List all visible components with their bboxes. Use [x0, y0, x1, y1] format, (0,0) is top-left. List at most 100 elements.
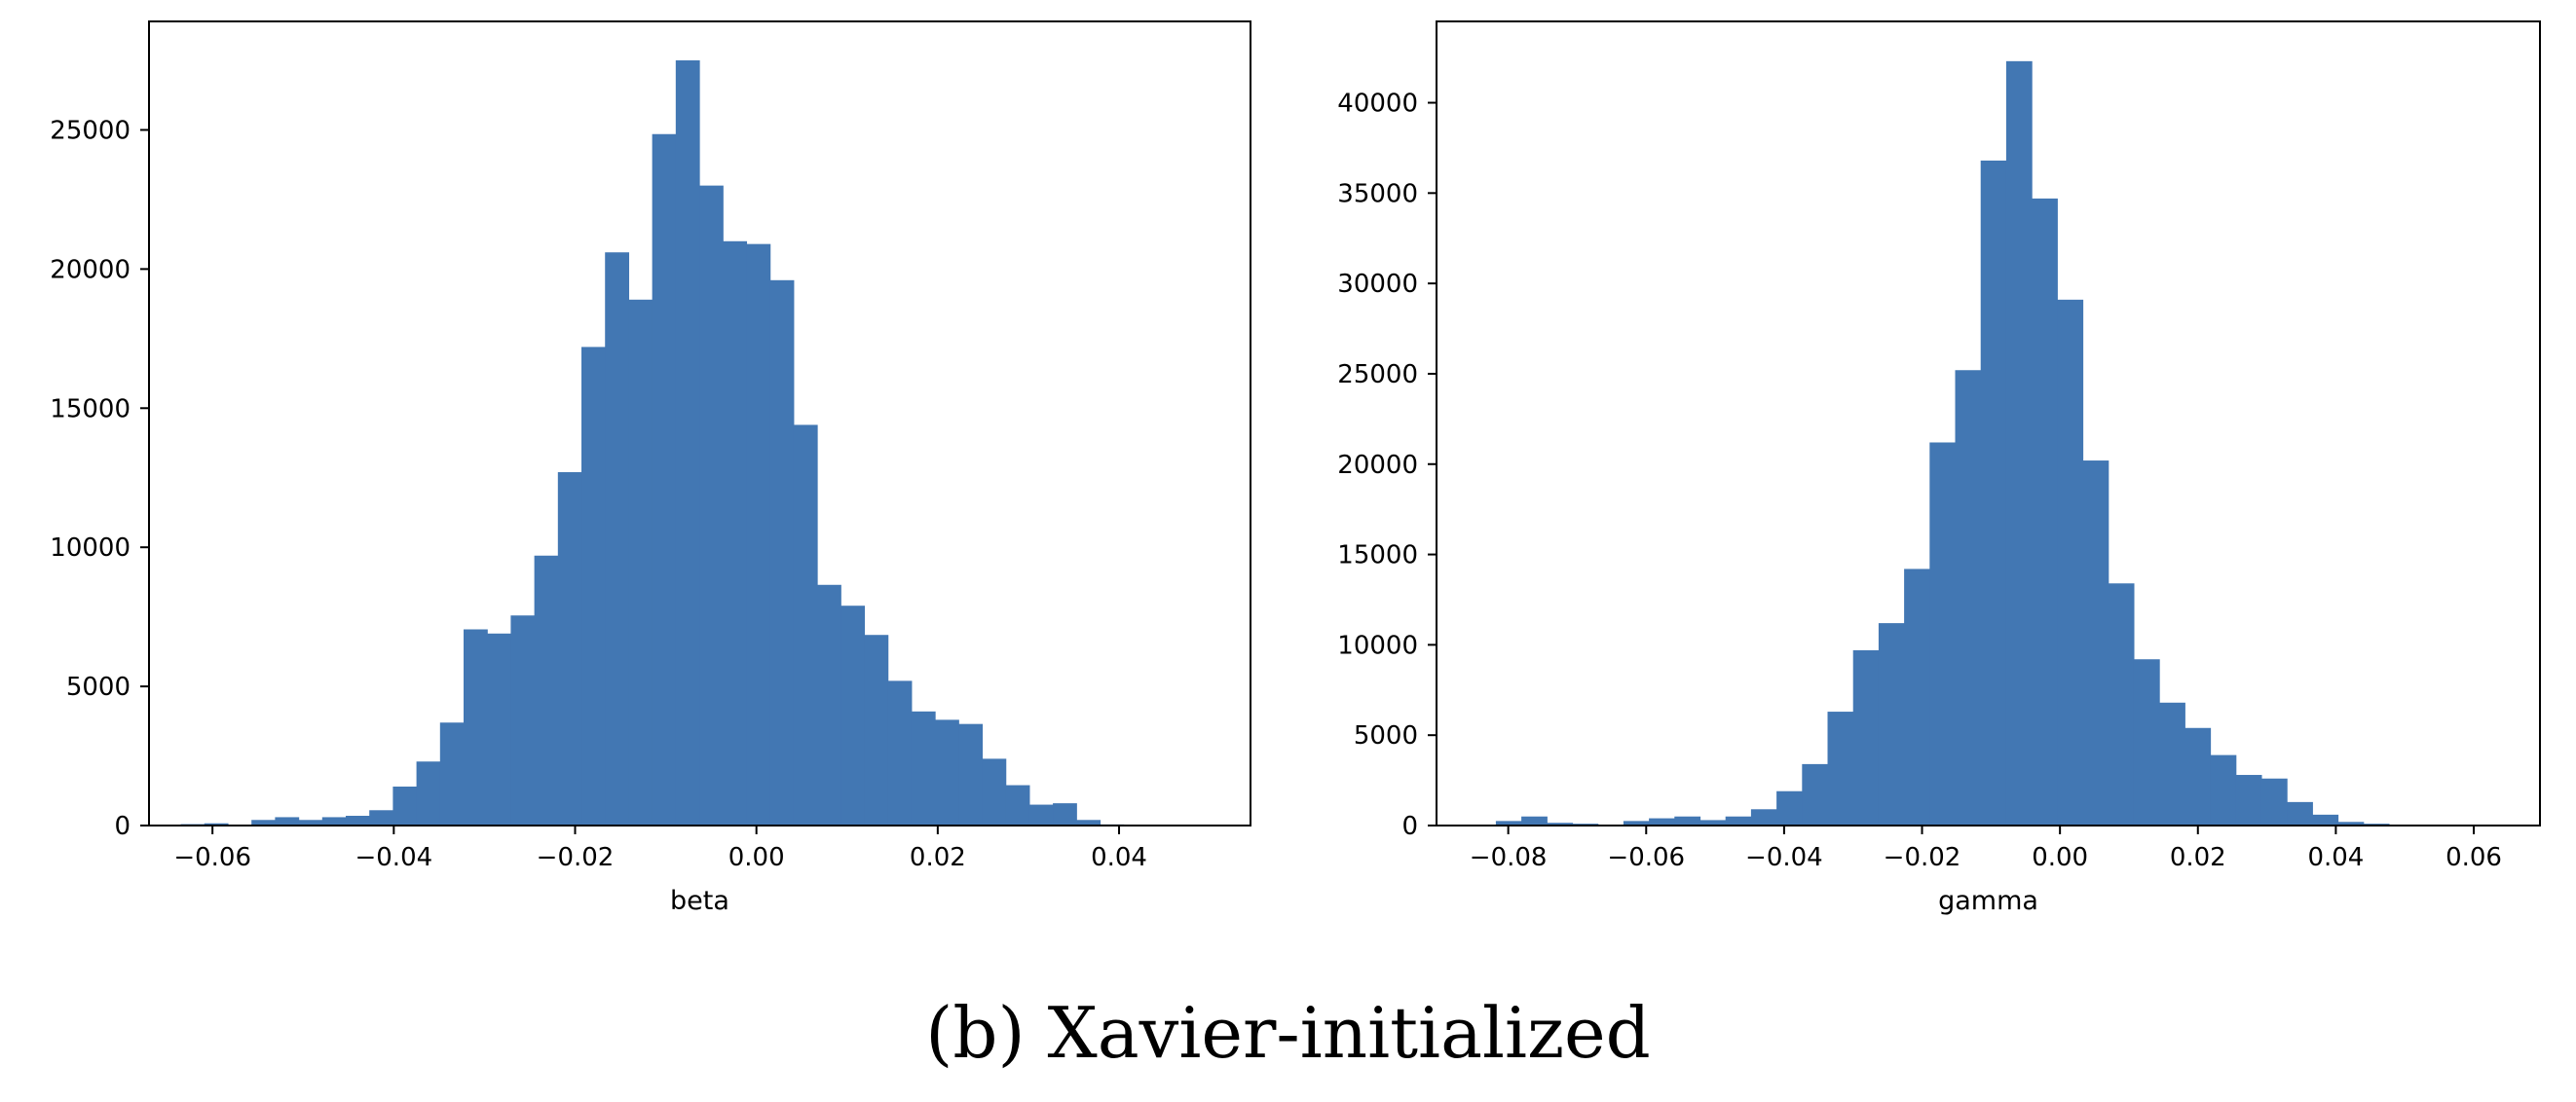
histogram-bar [699, 185, 724, 826]
histogram-bar [887, 680, 913, 826]
histogram-bar [769, 279, 795, 826]
histogram-bar [1776, 790, 1803, 826]
histogram-bar [2159, 702, 2185, 826]
x-tick-label: −0.02 [1884, 843, 1961, 872]
y-tick-label: 20000 [1337, 451, 1418, 480]
histogram-bar [935, 719, 959, 826]
histogram-bar [911, 711, 936, 826]
histogram-bar [1878, 623, 1905, 826]
plot-frame [148, 20, 1251, 826]
beta-histogram-panel: −0.06 −0.04 −0.02 0.00 0.02 0.04 0 5000 10000 150… [50, 20, 1251, 916]
x-tick-label: 0.00 [2032, 843, 2088, 872]
x-tick-label: 0.06 [2445, 843, 2502, 872]
histogram-bar [2005, 60, 2033, 826]
histogram-bar [2210, 754, 2237, 826]
x-axis-label: gamma [1938, 886, 2038, 916]
histogram-bar [723, 240, 748, 826]
gamma-histogram-panel: −0.08 −0.06 −0.04 −0.02 0.00 0.02 0.04 0.06 0 500… [1337, 20, 2541, 916]
plot-frame [1436, 20, 2541, 826]
histogram-bar [605, 252, 630, 826]
y-tick-label: 20000 [50, 255, 131, 284]
histogram-bar [2032, 198, 2058, 826]
x-tick-label: −0.04 [1745, 843, 1823, 872]
histogram-bar [628, 299, 653, 826]
histogram-bar [675, 60, 700, 826]
x-tick-label: 0.02 [2170, 843, 2226, 872]
y-tick-label: 0 [1401, 812, 1418, 841]
histogram-bar [321, 817, 347, 826]
histogram-bar [369, 810, 393, 826]
histogram-bar [1750, 809, 1777, 826]
histogram-bar [1076, 820, 1101, 826]
histogram-bar [1802, 763, 1829, 826]
histogram-bar [1852, 649, 1880, 826]
histogram-bar [840, 606, 866, 826]
histogram-bar [1649, 818, 1675, 826]
x-tick-label: −0.02 [537, 843, 615, 872]
histogram-bar [2082, 460, 2109, 826]
histogram-bar [1623, 821, 1650, 826]
y-tick-label: 10000 [1337, 631, 1418, 660]
x-tick-label: 0.02 [910, 843, 966, 872]
y-tick-label: 5000 [66, 673, 131, 702]
histogram-bar [1521, 816, 1548, 826]
histogram-bar [534, 555, 559, 826]
histogram-bar [746, 243, 771, 826]
histogram-bar [1547, 823, 1574, 826]
histogram-bar [557, 472, 582, 826]
histogram-bar [2312, 814, 2339, 826]
histogram-bar [439, 722, 465, 826]
histogram-bar [2235, 775, 2262, 826]
histogram-bar [251, 820, 276, 826]
histogram-bar [2287, 801, 2313, 826]
histogram-bar [793, 424, 818, 826]
y-tick-label: 25000 [1337, 360, 1418, 389]
histogram-bar [1028, 804, 1054, 826]
histogram-bar [510, 615, 536, 826]
histogram-bar [581, 347, 606, 826]
histogram-bar [1955, 370, 1982, 826]
x-tick-label: 0.00 [728, 843, 785, 872]
histogram-bar [864, 635, 889, 826]
x-tick-label: −0.04 [355, 843, 432, 872]
histogram-bar [464, 629, 488, 826]
histogram-bar [1674, 816, 1701, 826]
y-tick-label: 15000 [50, 394, 131, 423]
y-tick-label: 10000 [50, 533, 131, 563]
histogram-bar [204, 823, 229, 826]
y-tick-label: 25000 [50, 116, 131, 145]
histogram-bar [652, 133, 677, 826]
x-tick-label: 0.04 [2307, 843, 2364, 872]
histogram-bar [2108, 583, 2135, 826]
x-tick-label: −0.06 [173, 843, 251, 872]
histogram-bar [1699, 820, 1727, 826]
histogram-bar [416, 761, 441, 826]
x-axis-label: beta [670, 886, 729, 916]
histogram-bar [298, 820, 323, 826]
histogram-bar [982, 758, 1007, 826]
histogram-bar [487, 633, 512, 826]
y-tick-label: 40000 [1337, 90, 1418, 119]
histogram-bar [1980, 160, 2007, 826]
y-tick-label: 0 [114, 812, 131, 841]
histogram-bar [346, 816, 370, 826]
y-tick-label: 5000 [1354, 721, 1418, 751]
x-tick-label: 0.04 [1091, 843, 1147, 872]
histogram-bar [392, 786, 418, 826]
histogram-bar [1005, 785, 1030, 826]
figure-caption: (b) Xavier-initialized [925, 992, 1651, 1074]
y-tick-label: 30000 [1337, 270, 1418, 299]
histogram-bar [1904, 569, 1930, 826]
y-tick-label: 35000 [1337, 179, 1418, 208]
histogram-bar [1827, 712, 1854, 826]
x-tick-label: −0.06 [1607, 843, 1685, 872]
histogram-bar [1495, 821, 1522, 826]
figure: −0.06 −0.04 −0.02 0.00 0.02 0.04 0 5000 10000 150… [50, 20, 2541, 916]
histogram-bar [958, 723, 984, 826]
histogram-bar [1725, 816, 1752, 826]
histogram-bar [2057, 299, 2084, 826]
histogram-bar [817, 584, 841, 826]
histogram-bar [2133, 659, 2160, 826]
x-tick-label: −0.08 [1470, 843, 1548, 872]
histogram-bar [275, 817, 300, 826]
